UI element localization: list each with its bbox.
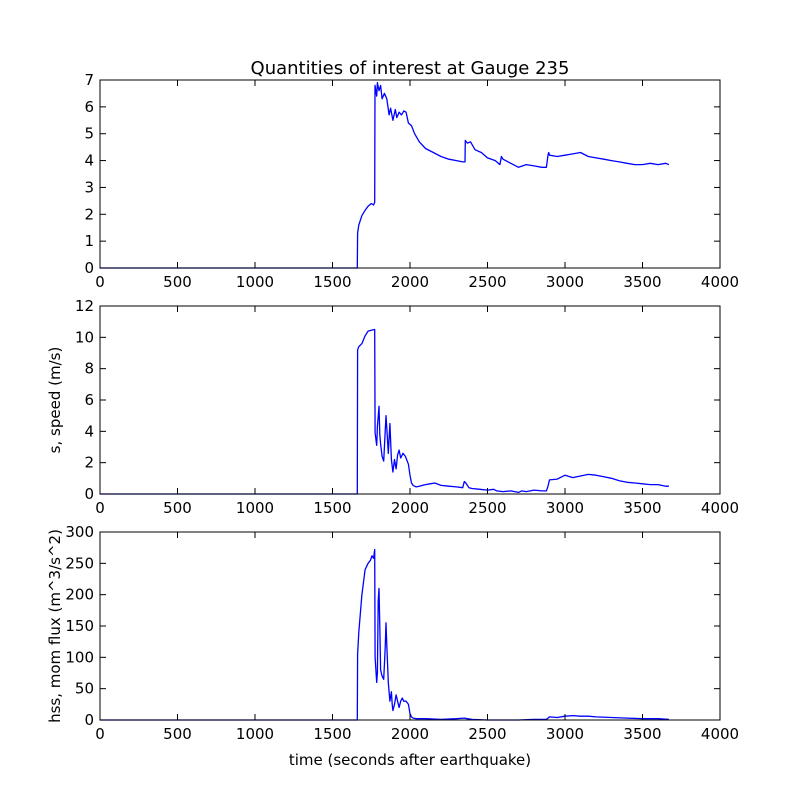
x-tick-label: 0 bbox=[95, 273, 105, 291]
series-line-3-1 bbox=[100, 548, 669, 721]
y-tick-label: 4 bbox=[84, 422, 94, 440]
y-tick-label: 250 bbox=[65, 554, 94, 572]
y-tick-label: 2 bbox=[84, 454, 94, 472]
y-tick-label: 5 bbox=[84, 125, 94, 143]
y-tick-label: 3 bbox=[84, 178, 94, 196]
x-tick-label: 1000 bbox=[236, 499, 274, 517]
x-tick-label: 3000 bbox=[546, 499, 584, 517]
x-tick-label: 0 bbox=[95, 725, 105, 743]
y-tick-label: 1 bbox=[84, 232, 94, 250]
x-tick-label: 1500 bbox=[313, 725, 351, 743]
series-line-1-1 bbox=[100, 82, 670, 269]
x-tick-label: 4000 bbox=[701, 499, 739, 517]
y-tick-label: 0 bbox=[84, 485, 94, 503]
x-tick-label: 1500 bbox=[313, 499, 351, 517]
x-tick-label: 3500 bbox=[623, 273, 661, 291]
y-tick-label: 7 bbox=[84, 71, 94, 89]
x-tick-label: 500 bbox=[163, 273, 192, 291]
x-axis-label: time (seconds after earthquake) bbox=[289, 751, 531, 769]
x-tick-label: 4000 bbox=[701, 725, 739, 743]
x-tick-label: 2000 bbox=[391, 725, 429, 743]
y-tick-label: 6 bbox=[84, 98, 94, 116]
chart-title: Quantities of interest at Gauge 235 bbox=[251, 58, 570, 79]
x-tick-label: 1500 bbox=[313, 273, 351, 291]
x-tick-label: 3000 bbox=[546, 725, 584, 743]
panel-2: 0 500 1000 1500 2000 2500 3000 3500 4000 0 2 4 6 8 10 1… bbox=[46, 297, 739, 517]
y-tick-label: 0 bbox=[84, 711, 94, 729]
x-tick-label: 2000 bbox=[391, 499, 429, 517]
y-tick-label: 10 bbox=[75, 328, 94, 346]
y-tick-label: 12 bbox=[75, 297, 94, 315]
y-tick-label: 150 bbox=[65, 617, 94, 635]
x-tick-label: 2500 bbox=[468, 499, 506, 517]
y-tick-label: 100 bbox=[65, 648, 94, 666]
x-tick-label: 3000 bbox=[546, 273, 584, 291]
y-tick-label: 50 bbox=[75, 680, 94, 698]
x-tick-label: 500 bbox=[163, 499, 192, 517]
x-tick-label: 4000 bbox=[701, 273, 739, 291]
y-tick-label: 200 bbox=[65, 586, 94, 604]
x-tick-label: 0 bbox=[95, 499, 105, 517]
x-tick-label: 2000 bbox=[391, 273, 429, 291]
y-tick-label: 0 bbox=[84, 259, 94, 277]
panel-3: 0 500 1000 1500 2000 2500 3000 3500 4000 0 50 100 15… bbox=[46, 523, 739, 743]
y-axis-label-3: hss, mom flux (m^3/s^2) bbox=[46, 529, 64, 723]
x-tick-label: 1000 bbox=[236, 273, 274, 291]
y-tick-label: 4 bbox=[84, 152, 94, 170]
y-axis-label-2: s, speed (m/s) bbox=[46, 347, 64, 454]
panels: 0 500 1000 1500 2000 2500 3000 3500 400001234567… bbox=[46, 71, 739, 743]
x-tick-label: 2500 bbox=[468, 273, 506, 291]
x-tick-label: 2500 bbox=[468, 725, 506, 743]
y-tick-label: 300 bbox=[65, 523, 94, 541]
x-tick-label: 500 bbox=[163, 725, 192, 743]
y-tick-label: 8 bbox=[84, 360, 94, 378]
x-tick-label: 1000 bbox=[236, 725, 274, 743]
x-tick-label: 3500 bbox=[623, 499, 661, 517]
series-line-2-1 bbox=[100, 328, 669, 495]
x-tick-label: 3500 bbox=[623, 725, 661, 743]
y-tick-label: 6 bbox=[84, 391, 94, 409]
y-tick-label: 2 bbox=[84, 205, 94, 223]
panel-1: 0 500 1000 1500 2000 2500 3000 3500 4000 0 1 2 3 4 5 6 7 bbox=[84, 71, 739, 291]
